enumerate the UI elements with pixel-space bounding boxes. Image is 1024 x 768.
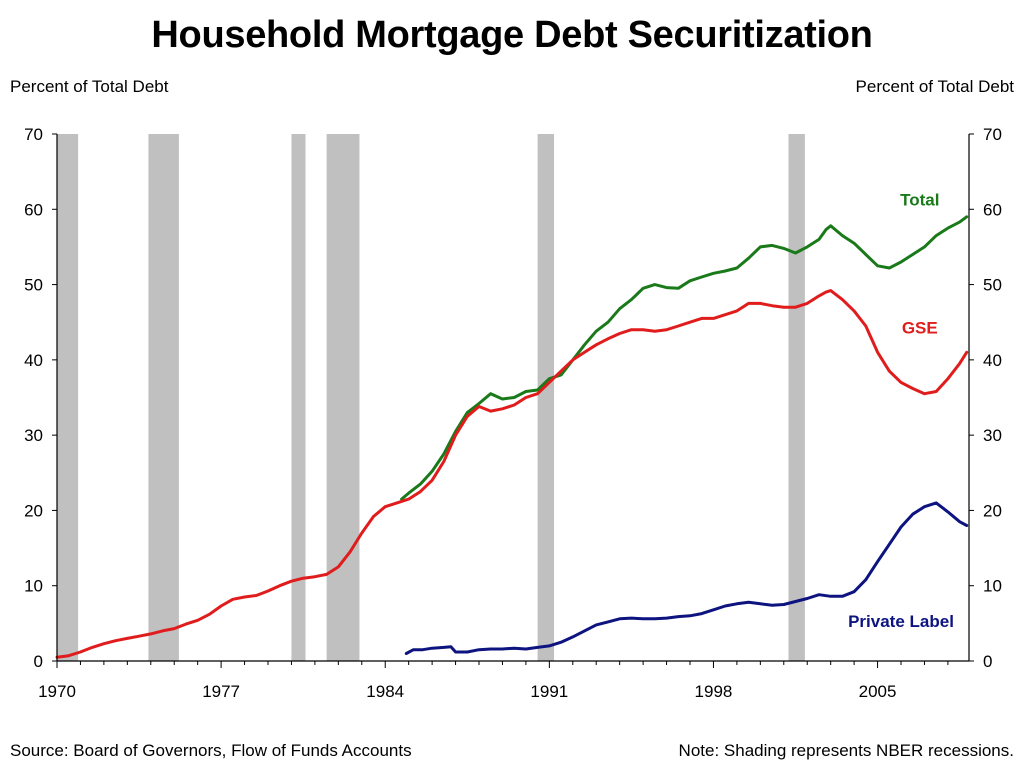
recession-band-4 bbox=[537, 134, 555, 661]
series-line-gse bbox=[55, 289, 969, 659]
y-tick-label-right-40: 40 bbox=[983, 351, 1002, 370]
y-tick-label-right-50: 50 bbox=[983, 276, 1002, 295]
series-label-private-label: Private Label bbox=[848, 612, 954, 631]
axes: 0 0 10 10 20 20 30 30 40 40 50 50 60 60 70 70 1970 1977 19… bbox=[24, 125, 1002, 701]
y-tick-label-right-60: 60 bbox=[983, 200, 1002, 219]
recession-band-5 bbox=[788, 134, 805, 661]
y-tick-label-left-60: 60 bbox=[24, 200, 43, 219]
x-tick-label-1970: 1970 bbox=[38, 682, 76, 701]
x-tick-label-1998: 1998 bbox=[695, 682, 733, 701]
x-tick-label-2005: 2005 bbox=[859, 682, 897, 701]
recession-band-0 bbox=[57, 134, 79, 661]
series-lines bbox=[55, 215, 969, 659]
shading-note: Note: Shading represents NBER recessions… bbox=[678, 741, 1014, 760]
y-tick-label-left-50: 50 bbox=[24, 276, 43, 295]
y-tick-label-right-20: 20 bbox=[983, 501, 1002, 520]
series-line-total bbox=[400, 215, 969, 501]
y-tick-label-right-0: 0 bbox=[983, 652, 992, 671]
recession-band-3 bbox=[326, 134, 360, 661]
y-tick-label-right-30: 30 bbox=[983, 426, 1002, 445]
y-tick-label-right-70: 70 bbox=[983, 125, 1002, 144]
chart-title: Household Mortgage Debt Securitization bbox=[151, 14, 873, 56]
y-tick-label-left-0: 0 bbox=[34, 652, 43, 671]
recession-shading bbox=[57, 134, 805, 661]
y-tick-label-left-70: 70 bbox=[24, 125, 43, 144]
series-label-gse: GSE bbox=[902, 319, 938, 338]
recession-band-2 bbox=[291, 134, 306, 661]
x-tick-label-1977: 1977 bbox=[202, 682, 240, 701]
source-note: Source: Board of Governors, Flow of Fund… bbox=[10, 741, 412, 760]
series-labels: Total GSE Private Label bbox=[848, 191, 954, 632]
y-axis-title-left: Percent of Total Debt bbox=[10, 77, 169, 96]
y-tick-label-left-40: 40 bbox=[24, 351, 43, 370]
x-tick-label-1984: 1984 bbox=[366, 682, 404, 701]
y-tick-label-left-30: 30 bbox=[24, 426, 43, 445]
x-tick-label-1991: 1991 bbox=[530, 682, 568, 701]
series-label-total: Total bbox=[900, 191, 939, 210]
recession-band-1 bbox=[148, 134, 179, 661]
y-tick-label-left-20: 20 bbox=[24, 501, 43, 520]
y-tick-label-left-10: 10 bbox=[24, 577, 43, 596]
y-axis-title-right: Percent of Total Debt bbox=[855, 77, 1014, 96]
y-tick-label-right-10: 10 bbox=[983, 577, 1002, 596]
series-line-private-label bbox=[404, 501, 969, 655]
